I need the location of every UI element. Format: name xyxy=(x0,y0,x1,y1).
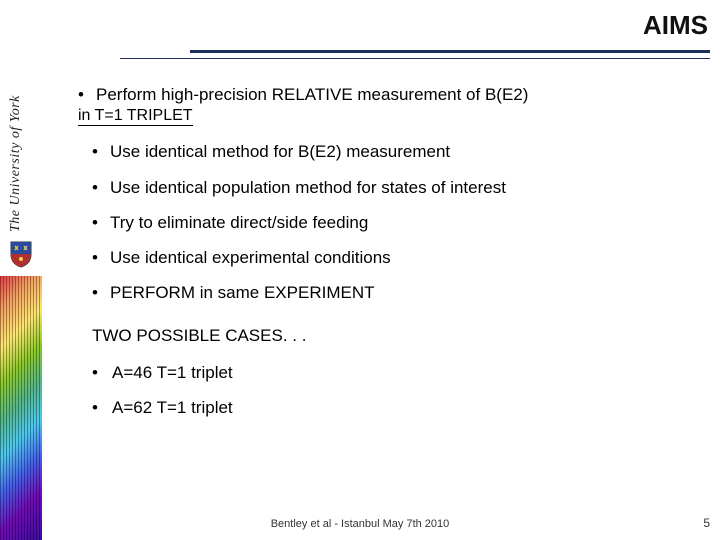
main-bullet-line1: Perform high-precision RELATIVE measurem… xyxy=(96,85,528,104)
main-bullet-line2: in T=1 TRIPLET xyxy=(78,107,193,126)
university-crest-icon xyxy=(9,240,33,268)
case-item: • A=62 T=1 triplet xyxy=(78,397,700,418)
bullet-text: Use identical method for B(E2) measureme… xyxy=(110,141,450,162)
university-name: The University of York xyxy=(8,12,32,232)
bullet-text: Use identical population method for stat… xyxy=(110,177,506,198)
bullet-item: • Use identical experimental conditions xyxy=(78,247,700,268)
bullet-item: • Use identical population method for st… xyxy=(78,177,700,198)
bullet-item: • Use identical method for B(E2) measure… xyxy=(78,141,700,162)
main-bullet-text: Perform high-precision RELATIVE measurem… xyxy=(96,84,528,105)
bullet-dot-icon: • xyxy=(92,247,110,268)
bullet-text: PERFORM in same EXPERIMENT xyxy=(110,282,375,303)
case-item: • A=46 T=1 triplet xyxy=(78,362,700,383)
left-sidebar: The University of York xyxy=(0,0,42,540)
slide-footer: Bentley et al - Istanbul May 7th 2010 xyxy=(0,518,720,530)
bullet-dot-icon: • xyxy=(92,282,110,303)
bullet-item: • PERFORM in same EXPERIMENT xyxy=(78,282,700,303)
bullet-dot-icon: • xyxy=(78,84,96,105)
cases-heading: TWO POSSIBLE CASES. . . xyxy=(78,326,700,346)
main-bullet: • Perform high-precision RELATIVE measur… xyxy=(78,84,700,105)
bullet-text: Try to eliminate direct/side feeding xyxy=(110,212,368,233)
header-rule-thick xyxy=(190,50,710,53)
bullet-dot-icon: • xyxy=(92,397,112,418)
bullet-text: Use identical experimental conditions xyxy=(110,247,391,268)
slide-content: • Perform high-precision RELATIVE measur… xyxy=(78,84,700,432)
header-rule-thin xyxy=(120,58,710,59)
case-text: A=62 T=1 triplet xyxy=(112,397,233,418)
slide-header: AIMS xyxy=(60,10,720,58)
page-number: 5 xyxy=(703,516,710,530)
main-bullet-cont: in T=1 TRIPLET xyxy=(78,107,700,125)
case-text: A=46 T=1 triplet xyxy=(112,362,233,383)
bullet-dot-icon: • xyxy=(92,362,112,383)
bullet-dot-icon: • xyxy=(92,141,110,162)
bullet-dot-icon: • xyxy=(92,177,110,198)
rainbow-spectrum-graphic xyxy=(0,276,42,540)
bullet-item: • Try to eliminate direct/side feeding xyxy=(78,212,700,233)
bullet-dot-icon: • xyxy=(92,212,110,233)
slide-title: AIMS xyxy=(643,10,708,41)
